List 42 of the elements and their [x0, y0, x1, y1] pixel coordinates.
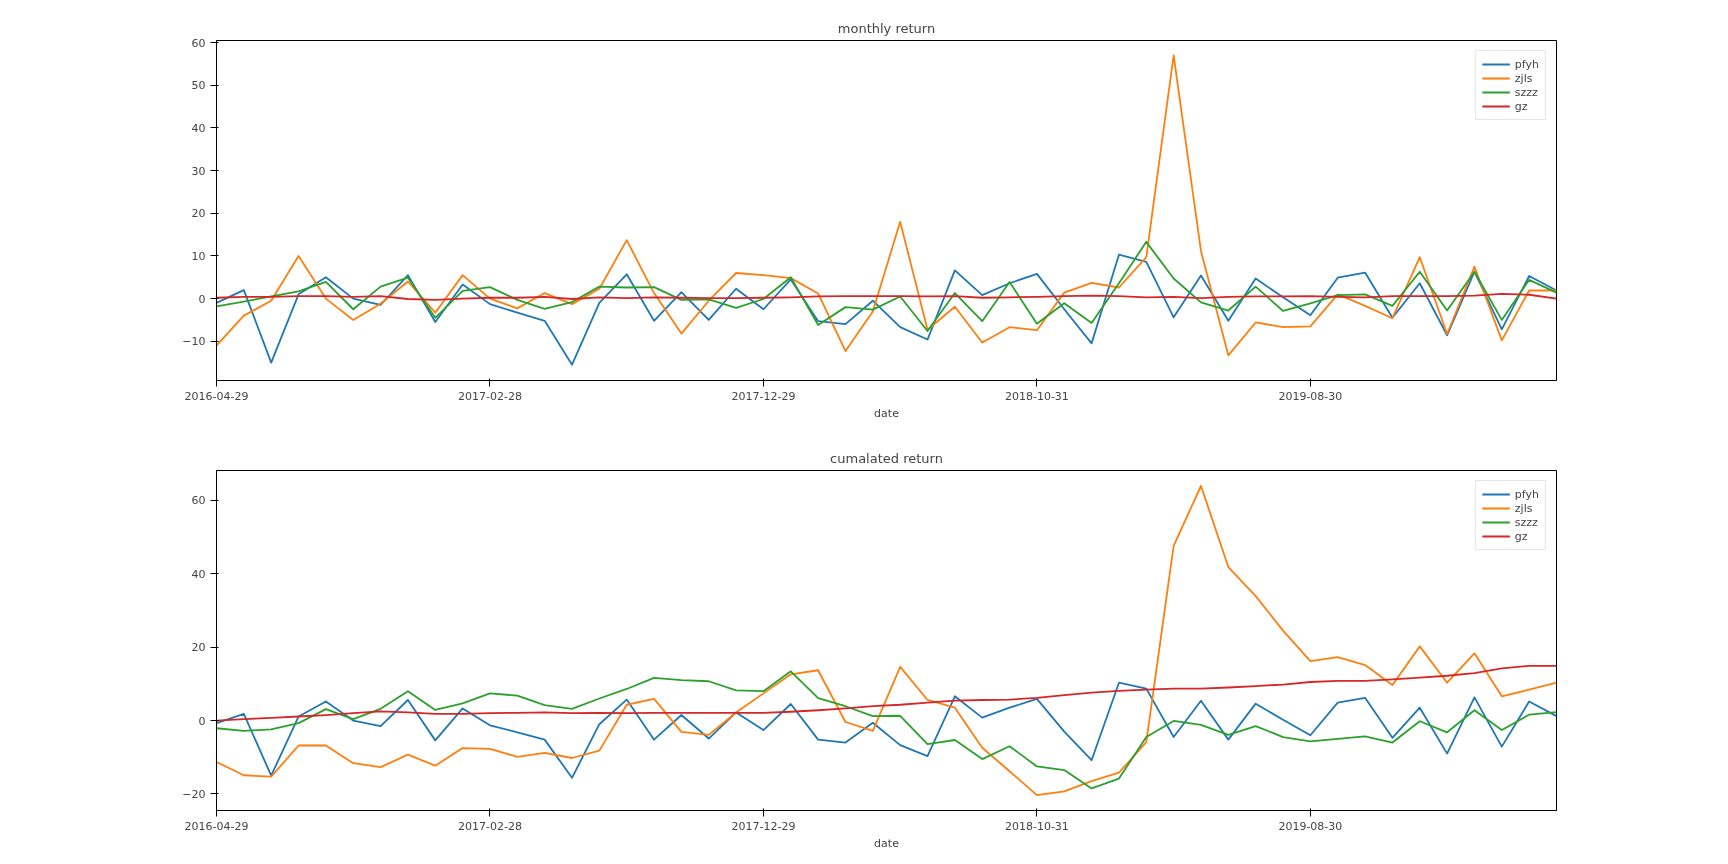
y-tick-label: 0	[198, 292, 206, 306]
y-tick-label: −10	[182, 335, 206, 349]
x-tick-label: 2016-04-29	[184, 389, 249, 403]
line-series	[216, 664, 1557, 722]
line-series	[216, 681, 1557, 779]
x-tick-label: 2016-04-29	[184, 819, 249, 833]
y-tick-label: 60	[191, 494, 206, 508]
y-tick-label: 60	[191, 36, 206, 50]
line-series	[216, 240, 1557, 332]
legend-label: pfyh	[1514, 57, 1539, 71]
chart-title: monthly return	[837, 20, 936, 36]
x-tick-label: 2017-02-28	[458, 389, 522, 403]
y-tick-label: 40	[191, 121, 206, 135]
y-tick-label: −20	[182, 787, 206, 801]
legend-label: zjls	[1514, 501, 1534, 515]
y-tick-label: 20	[191, 207, 206, 221]
legend-label: gz	[1514, 529, 1529, 543]
line-series	[216, 485, 1557, 796]
x-tick-label: 2017-12-29	[731, 819, 796, 833]
y-tick-label: 30	[191, 164, 206, 178]
y-tick-label: 40	[191, 567, 206, 581]
legend-label: gz	[1514, 99, 1529, 113]
y-tick-label: 50	[191, 79, 206, 93]
line-series	[216, 54, 1557, 357]
legend-label: pfyh	[1514, 487, 1539, 501]
x-axis-title: date	[874, 836, 900, 850]
x-tick-label: 2017-12-29	[731, 389, 796, 403]
legend-label: zjls	[1514, 71, 1534, 85]
y-tick-label: 10	[191, 249, 206, 263]
x-tick-label: 2017-02-28	[458, 819, 522, 833]
chart-title: cumalated return	[830, 450, 943, 466]
x-tick-label: 2018-10-31	[1004, 819, 1069, 833]
y-tick-label: 20	[191, 641, 206, 655]
x-axis-title: date	[874, 406, 900, 420]
x-tick-label: 2019-08-30	[1278, 389, 1343, 403]
line-series	[216, 670, 1557, 790]
legend-label: szzz	[1514, 515, 1538, 529]
line-series	[216, 253, 1557, 366]
legend-label: szzz	[1514, 85, 1538, 99]
y-tick-label: 0	[198, 714, 206, 728]
x-tick-label: 2019-08-30	[1278, 819, 1343, 833]
x-tick-label: 2018-10-31	[1004, 389, 1069, 403]
